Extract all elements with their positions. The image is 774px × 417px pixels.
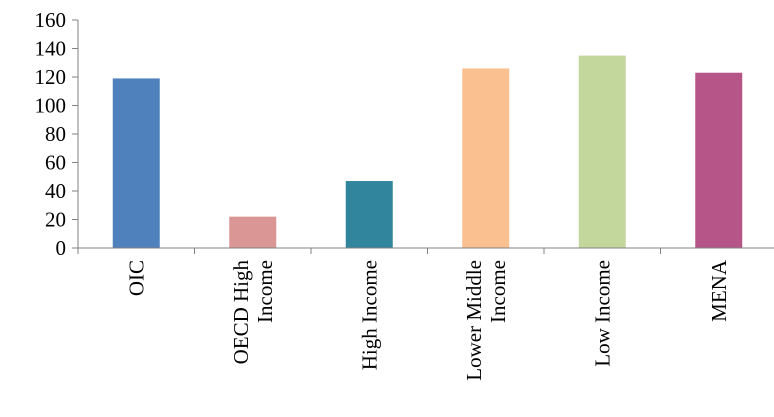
x-axis-labels: OIC OECD High Income High Income Lower Middl… — [124, 259, 731, 381]
bar — [345, 181, 393, 248]
x-category-label: OECD High — [229, 260, 253, 365]
x-category-label: High Income — [357, 260, 381, 370]
y-axis-ticks: 0 20 40 60 80 100 120 140 160 — [35, 8, 78, 260]
x-category-label: Lower Middle — [462, 260, 486, 381]
x-axis-ticks — [77, 248, 661, 254]
y-tick-label: 0 — [56, 236, 67, 260]
x-category-label: OIC — [124, 260, 148, 296]
bar — [462, 68, 510, 248]
y-tick-label: 140 — [35, 37, 67, 61]
y-tick-label: 20 — [45, 208, 66, 232]
bars — [112, 55, 743, 248]
y-tick-label: 160 — [35, 8, 67, 32]
y-tick-label: 40 — [45, 179, 66, 203]
bar — [229, 216, 277, 248]
y-tick-label: 100 — [35, 94, 67, 118]
y-tick-label: 60 — [45, 151, 66, 175]
x-category-label: Low Income — [590, 260, 614, 367]
x-category-label: MENA — [707, 259, 731, 322]
y-tick-label: 120 — [35, 65, 67, 89]
bar — [578, 55, 626, 248]
bar — [112, 78, 160, 248]
y-tick-label: 80 — [45, 122, 66, 146]
x-category-label: Income — [253, 260, 277, 323]
bar — [695, 72, 743, 248]
x-category-label: Income — [486, 260, 510, 323]
